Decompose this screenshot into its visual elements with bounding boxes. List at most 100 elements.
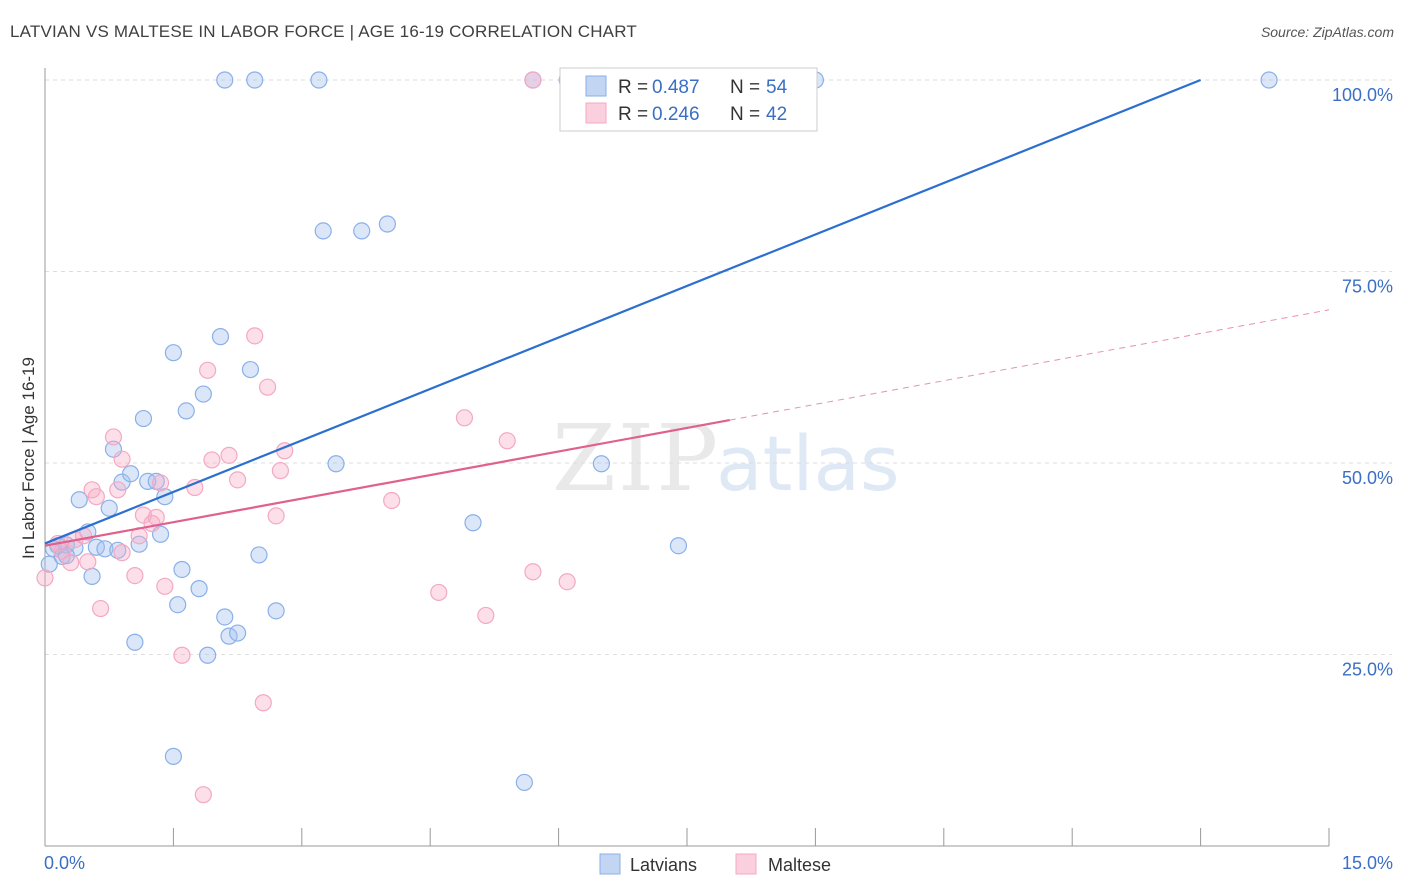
maltese-point-37 [104,428,123,446]
y-axis-title: In Labor Force | Age 16-19 [19,357,38,559]
latvians-point-9 [87,538,105,556]
maltese-point-14 [151,474,170,492]
maltese-point-23 [254,694,272,712]
latvians-point-43 [669,537,688,555]
y-tick-labels: 25.0% 50.0% 75.0% 100.0% [1332,85,1393,680]
legend-r-label-latvians: R = [618,77,648,98]
latvians-point-15 [122,465,140,483]
latvians-point-52 [1260,71,1278,89]
maltese-point-2 [62,553,80,572]
maltese-point-8 [109,481,127,499]
maltese-point-10 [126,567,144,585]
latvians-point-34 [241,360,260,379]
legend-n-value-maltese: 42 [766,104,787,125]
maltese-trendline [44,419,730,547]
latvians-point-23 [164,344,182,362]
maltese-point-7 [92,599,110,618]
latvians-point-30 [211,328,230,346]
maltese-point-33 [498,432,516,450]
latvians-point-48 [310,71,328,89]
legend-r-value-maltese: 0.246 [652,104,700,125]
x-ticks [44,828,1330,846]
maltese-point-38 [147,508,165,526]
bottom-legend-label-maltese: Maltese [768,855,831,875]
bottom-legend-label-latvians: Latvians [630,855,697,875]
latvians-point-40 [378,215,396,233]
latvians-point-10 [96,540,114,558]
maltese-point-19 [203,451,221,469]
latvians-point-33 [229,624,247,642]
latvians-point-26 [177,402,195,420]
maltese-point-40 [113,544,131,562]
maltese-point-29 [383,491,401,510]
maltese-point-0 [36,569,54,587]
y-tick-label-50: 50.0% [1342,468,1393,488]
latvians-point-28 [194,385,212,403]
maltese-point-28 [194,786,212,804]
latvians-point-29 [199,646,217,664]
maltese-point-21 [229,471,247,489]
maltese-point-31 [455,409,474,427]
watermark-zip: ZIP [552,405,720,512]
y-tick-label-75: 75.0% [1342,277,1393,297]
y-tick-label-25: 25.0% [1342,660,1393,680]
legend-n-value-latvians: 54 [766,77,788,98]
trendlines [44,78,1330,547]
latvians-point-45 [515,773,533,792]
source-label: Source: ZipAtlas.com [1260,24,1394,40]
latvians-point-27 [190,580,208,598]
latvians-point-38 [327,455,345,473]
maltese-point-39 [79,553,97,571]
legend-r-label-maltese: R = [618,104,648,125]
bottom-legend-swatch-maltese [735,853,757,875]
series-maltese [36,71,576,804]
maltese-point-26 [271,462,289,480]
latvians-point-11 [100,499,118,517]
latvians-trendline [44,78,1202,545]
maltese-point-15 [156,577,174,595]
latvians-point-31 [216,608,234,626]
latvians-point-18 [134,409,153,428]
x-max-label: 15.0% [1342,853,1393,873]
y-tick-label-100: 100.0% [1332,85,1393,105]
latvians-point-16 [126,633,144,651]
latvians-point-25 [173,560,191,579]
legend-n-label-maltese: N = [730,104,760,125]
latvians-point-35 [250,546,268,564]
bottom-legend-swatch-latvians [599,853,621,875]
chart-title: LATVIAN VS MALTESE IN LABOR FORCE | AGE … [10,22,637,41]
latvians-point-46 [216,71,234,89]
latvians-point-41 [464,514,482,532]
latvians-point-42 [592,455,611,473]
latvians-point-44 [164,747,182,765]
series-legend: Latvians Maltese [599,853,831,875]
maltese-point-35 [558,573,576,591]
maltese-point-20 [220,446,238,464]
maltese-point-9 [113,450,131,468]
stats-legend: R = 0.487 N = 54 R = 0.246 N = 42 [559,67,818,132]
maltese-point-36 [524,71,542,89]
x-min-label: 0.0% [44,853,85,873]
legend-n-label-latvians: N = [730,77,760,98]
maltese-point-34 [524,563,542,581]
latvians-point-39 [353,222,371,240]
maltese-trendline-extension [729,309,1330,421]
latvians-point-24 [169,596,187,614]
legend-swatch-maltese [585,102,607,124]
maltese-point-30 [430,583,448,602]
maltese-point-18 [199,361,217,379]
maltese-point-25 [267,507,285,525]
latvians-point-6 [70,491,88,509]
latvians-point-37 [314,222,332,240]
legend-swatch-latvians [585,75,607,97]
maltese-point-22 [246,327,264,345]
latvians-point-47 [246,71,264,89]
legend-r-value-latvians: 0.487 [652,77,700,98]
maltese-point-24 [258,378,277,396]
maltese-point-32 [477,606,495,625]
latvians-point-8 [83,567,101,585]
latvians-point-36 [267,602,285,620]
maltese-point-16 [173,646,191,664]
maltese-point-6 [87,488,105,506]
